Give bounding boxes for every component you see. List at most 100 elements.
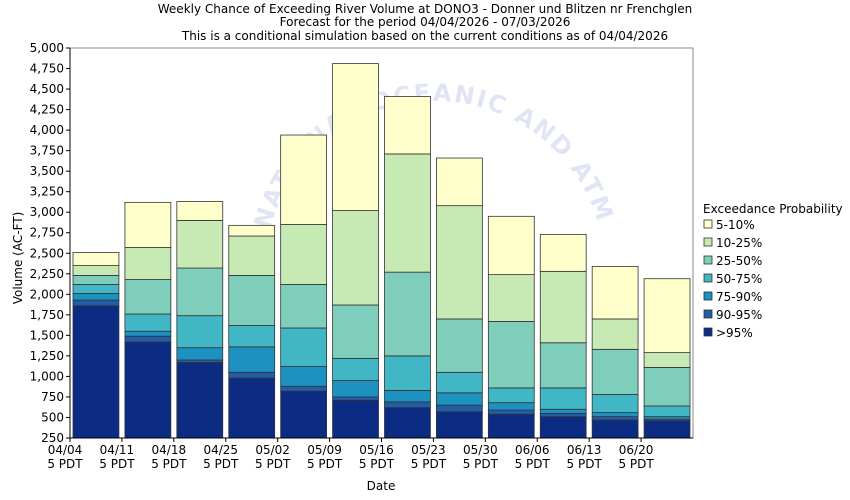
bar-segment-06-13-3 bbox=[591, 394, 639, 413]
x-tick-time: 5 PDT bbox=[515, 457, 551, 471]
x-tick-date: 05/02 bbox=[255, 443, 290, 457]
y-tick-label: 2,250 bbox=[30, 267, 64, 281]
bar-segment-05-23-0 bbox=[436, 411, 483, 439]
x-tick-time: 5 PDT bbox=[359, 457, 395, 471]
bar-segment-05-23-2 bbox=[436, 392, 483, 406]
bar-segment-05-09-5 bbox=[332, 210, 379, 306]
legend-label-1: 10-25% bbox=[716, 236, 762, 250]
legend-swatch-0 bbox=[703, 219, 713, 229]
bar-segment-04-25-4 bbox=[228, 275, 276, 326]
bar-segment-04-11-2 bbox=[124, 330, 172, 337]
legend-swatch-2 bbox=[703, 255, 713, 265]
y-axis-label: Volume (AC-FT) bbox=[11, 212, 25, 305]
y-tick-label: 1,250 bbox=[30, 349, 64, 363]
y-tick-label: 500 bbox=[41, 410, 64, 424]
bar-segment-06-20-0 bbox=[643, 420, 691, 439]
legend-label-3: 50-75% bbox=[716, 272, 762, 286]
x-tick-date: 06/20 bbox=[619, 443, 654, 457]
y-tick-label: 4,500 bbox=[30, 82, 64, 96]
x-tick-date: 05/30 bbox=[463, 443, 498, 457]
chart-subtitle-conditions: This is a conditional simulation based o… bbox=[181, 29, 668, 43]
bar-segment-04-04-0 bbox=[72, 305, 120, 439]
y-tick-label: 250 bbox=[41, 431, 64, 445]
bar-segment-05-02-1 bbox=[280, 385, 327, 392]
y-tick-label: 1,500 bbox=[30, 328, 64, 342]
bar-segment-06-20-4 bbox=[643, 366, 691, 407]
y-tick-label: 1,000 bbox=[30, 369, 64, 383]
bar-segment-04-18-0 bbox=[176, 362, 224, 439]
bar-segment-04-18-3 bbox=[176, 315, 224, 349]
bar-segment-05-02-2 bbox=[280, 366, 327, 387]
bar-segment-05-16-2 bbox=[384, 389, 431, 403]
bar-segment-04-11-0 bbox=[124, 341, 172, 439]
x-tick-time: 5 PDT bbox=[567, 457, 603, 471]
bar-segment-05-30-1 bbox=[487, 409, 535, 415]
bar-segment-04-25-2 bbox=[228, 346, 276, 373]
bar-segment-04-18-6 bbox=[176, 201, 224, 221]
bar-segment-05-30-3 bbox=[487, 387, 535, 404]
bar-segment-05-16-5 bbox=[384, 153, 431, 273]
x-tick-date: 05/16 bbox=[359, 443, 394, 457]
bar-segment-04-11-1 bbox=[124, 335, 172, 343]
legend-swatch-4 bbox=[703, 291, 713, 301]
bar-segment-06-13-6 bbox=[591, 265, 639, 320]
x-axis-label: Date bbox=[367, 479, 396, 493]
bar-segment-05-16-4 bbox=[384, 271, 431, 357]
bar-segment-05-16-0 bbox=[384, 407, 431, 439]
bar-segment-05-02-4 bbox=[280, 284, 327, 329]
x-tick-time: 5 PDT bbox=[203, 457, 239, 471]
bar-segment-04-11-3 bbox=[124, 313, 172, 332]
y-tick-label: 4,750 bbox=[30, 62, 64, 76]
y-tick-label: 5,000 bbox=[30, 41, 64, 55]
bar-segment-06-06-6 bbox=[539, 233, 587, 272]
bar-segment-04-04-4 bbox=[72, 275, 120, 285]
y-tick-label: 750 bbox=[41, 390, 64, 404]
bar-segment-05-23-3 bbox=[436, 371, 483, 394]
bar-segment-05-30-2 bbox=[487, 402, 535, 411]
bar-segment-06-13-0 bbox=[591, 419, 639, 439]
legend-swatch-5 bbox=[703, 309, 713, 319]
y-tick-label: 2,750 bbox=[30, 226, 64, 240]
bar-segment-06-13-1 bbox=[591, 416, 639, 421]
bar-segment-04-25-3 bbox=[228, 325, 276, 348]
chart-title: Weekly Chance of Exceeding River Volume … bbox=[158, 2, 692, 16]
y-tick-label: 3,000 bbox=[30, 205, 64, 219]
bar-segment-04-18-2 bbox=[176, 347, 224, 361]
x-tick-time: 5 PDT bbox=[99, 457, 135, 471]
bar-segment-05-02-3 bbox=[280, 327, 327, 367]
legend-label-4: 75-90% bbox=[716, 290, 762, 304]
bar-segment-05-16-6 bbox=[384, 96, 431, 155]
bar-segment-05-30-0 bbox=[487, 413, 535, 439]
y-axis: 250 500 750 1,000 1,250 1,500 1,750 2,000 2,250 2… bbox=[30, 41, 71, 445]
bar-segment-05-23-6 bbox=[436, 157, 483, 207]
x-tick-time: 5 PDT bbox=[307, 457, 343, 471]
bar-segment-04-11-6 bbox=[124, 201, 172, 248]
x-tick-date: 05/23 bbox=[411, 443, 446, 457]
legend-swatch-3 bbox=[703, 273, 713, 283]
bar-segment-05-09-3 bbox=[332, 357, 379, 381]
bar-segment-04-04-1 bbox=[72, 299, 120, 307]
bar-segment-04-18-4 bbox=[176, 267, 224, 317]
bar-segment-05-16-3 bbox=[384, 355, 431, 391]
x-tick-date: 04/11 bbox=[100, 443, 135, 457]
legend-label-0: 5-10% bbox=[716, 218, 755, 232]
bar-segment-06-06-5 bbox=[539, 270, 587, 344]
bar-segment-05-30-4 bbox=[487, 321, 535, 389]
y-tick-label: 2,000 bbox=[30, 287, 64, 301]
bar-segment-05-16-1 bbox=[384, 401, 431, 409]
bar-segment-05-09-2 bbox=[332, 380, 379, 398]
bar-segment-06-13-5 bbox=[591, 318, 639, 350]
bar-segment-04-18-5 bbox=[176, 220, 224, 269]
y-tick-label: 4,000 bbox=[30, 123, 64, 137]
bar-segment-05-02-5 bbox=[280, 224, 327, 285]
bar-segment-06-20-3 bbox=[643, 405, 691, 418]
y-tick-label: 3,500 bbox=[30, 164, 64, 178]
bar-segment-05-02-0 bbox=[280, 390, 327, 439]
bar-segment-06-20-5 bbox=[643, 352, 691, 368]
x-tick-date: 05/09 bbox=[307, 443, 342, 457]
bar-segment-04-04-5 bbox=[72, 265, 120, 276]
x-tick-time: 5 PDT bbox=[47, 457, 83, 471]
bar-segment-05-30-5 bbox=[487, 274, 535, 322]
